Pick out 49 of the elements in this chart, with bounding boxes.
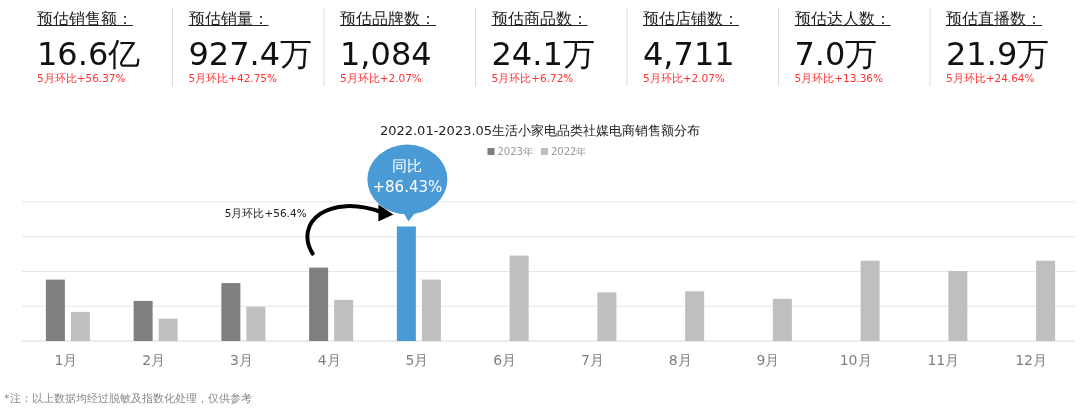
- bar: [158, 318, 178, 341]
- bar: [246, 306, 266, 341]
- text: 5月环比+24.64%: [946, 72, 1035, 84]
- bar: [1036, 260, 1056, 341]
- text: 5月环比+13.36%: [794, 72, 884, 84]
- bar: [221, 283, 241, 341]
- x-tick-label: 7月: [580, 352, 604, 368]
- x-tick-label: 12月: [1015, 352, 1048, 368]
- legend-label: 2022年: [550, 146, 587, 157]
- x-tick-label: 3月: [229, 352, 253, 368]
- bar: [45, 279, 65, 341]
- x-tick-label: 4月: [317, 352, 341, 368]
- text: *注：以上数据均经过脱敏及指数化处理，仅供参考: [4, 392, 252, 405]
- text: 5月环比+2.07%: [340, 72, 422, 84]
- bar: [685, 291, 705, 341]
- chart-title: 2022.01-2023.05生活小家电品类社媒电商销售额分布: [379, 123, 701, 138]
- x-tick-label: 10月: [839, 352, 872, 368]
- text: 1,084: [340, 35, 432, 73]
- x-tick-label: 5月: [405, 352, 429, 368]
- x-tick-label: 9月: [756, 352, 780, 368]
- callout: 同比 +86.43%: [367, 144, 448, 222]
- bar: [421, 279, 441, 341]
- text: 5月环比+2.07%: [643, 72, 725, 84]
- text: 7.0万: [794, 35, 878, 73]
- text: 927.4万: [188, 35, 313, 73]
- text: 5月环比+42.75%: [188, 72, 278, 84]
- x-tick-label: 2月: [142, 352, 166, 368]
- bar: [772, 298, 792, 341]
- text: 5月环比+56.37%: [37, 72, 126, 84]
- bar: [860, 260, 880, 341]
- bar: [396, 226, 416, 341]
- text: 21.9万: [946, 35, 1050, 73]
- x-tick-label: 8月: [668, 352, 692, 368]
- bar: [70, 311, 90, 341]
- bar: [309, 267, 329, 341]
- x-tick-label: 1月: [54, 352, 78, 368]
- legend-label: 2023年: [497, 146, 533, 157]
- text: 5月环比+56.4%: [224, 206, 307, 219]
- bar: [133, 300, 153, 341]
- text: 4,711: [643, 35, 735, 73]
- bar: [597, 292, 617, 341]
- text: 24.1万: [491, 35, 595, 73]
- x-tick-label: 6月: [493, 352, 517, 368]
- bar: [334, 299, 354, 341]
- x-tick-label: 11月: [927, 352, 960, 368]
- bar: [509, 255, 529, 341]
- bar: [948, 271, 968, 341]
- text: 16.6亿: [37, 35, 141, 73]
- text: 5月环比+6.72%: [491, 72, 574, 84]
